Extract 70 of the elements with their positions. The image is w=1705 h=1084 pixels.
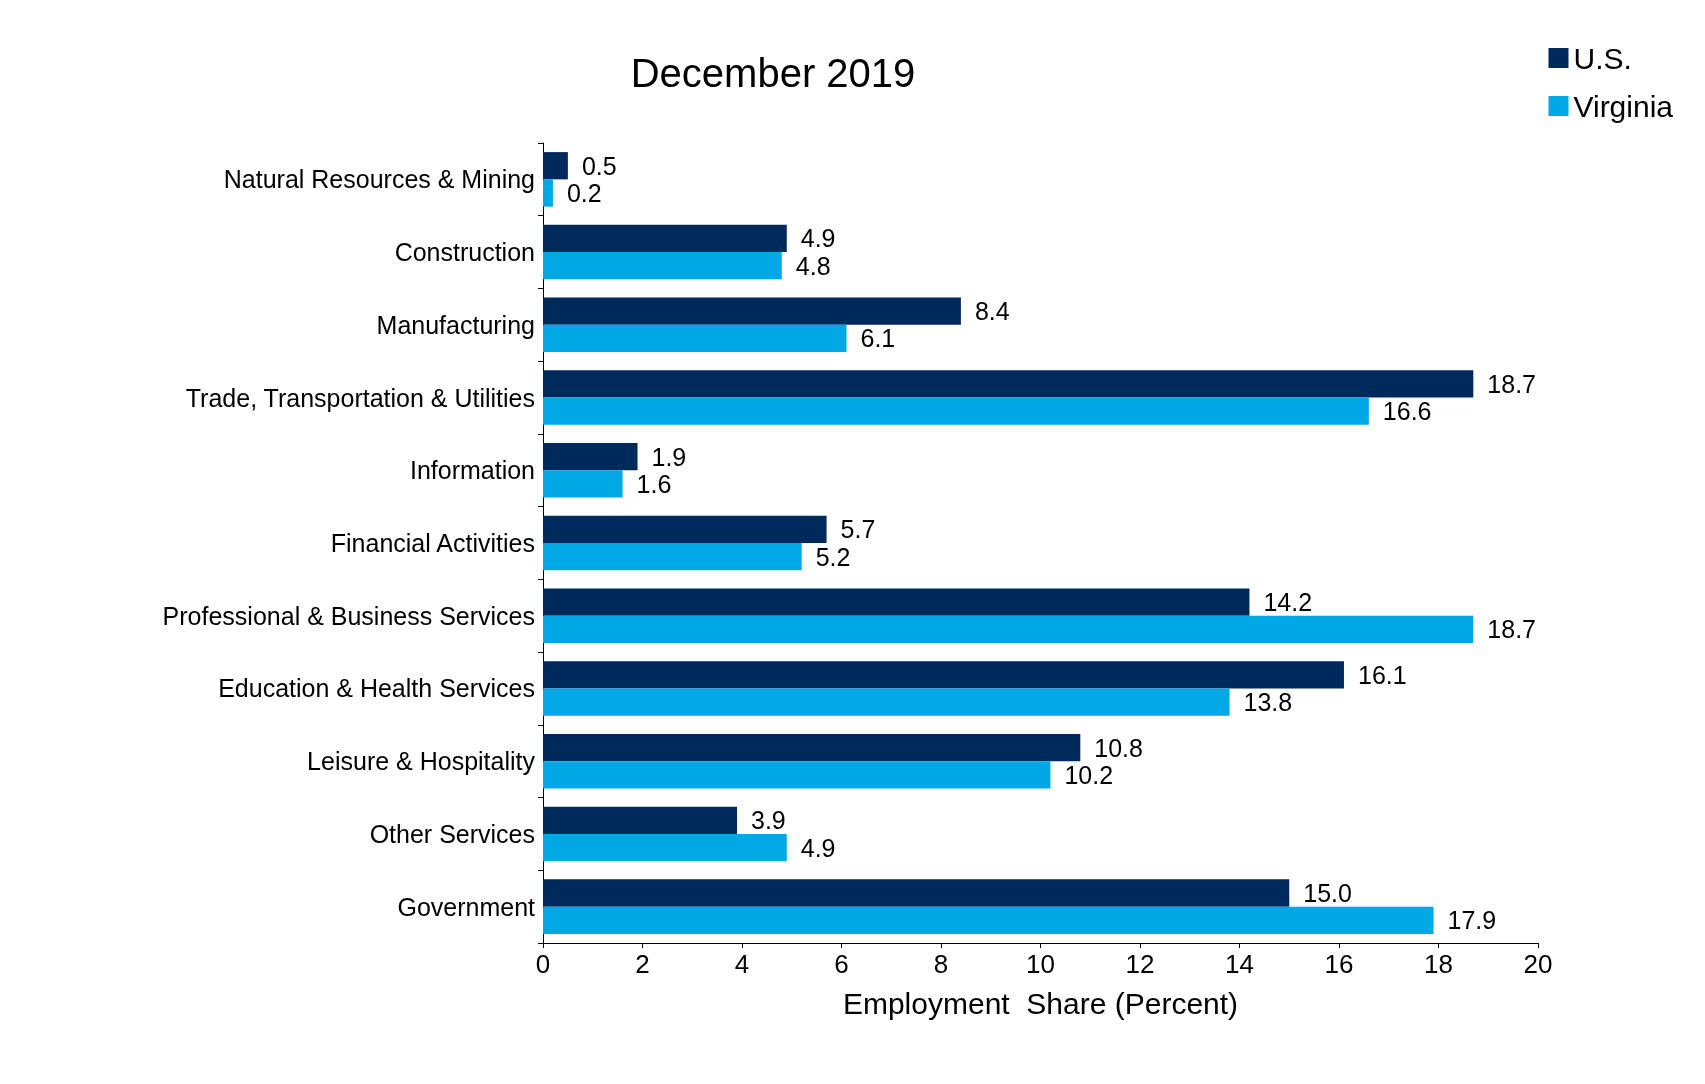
bar [543,297,961,325]
bar [543,152,568,180]
y-tick-label: Other Services [369,819,535,848]
y-tick-label: Leisure & Hospitality [307,747,536,776]
x-tick-label: 4 [734,949,750,979]
bar [543,879,1290,907]
x-tick-label: 2 [635,949,650,979]
x-tick-label: 20 [1523,949,1553,979]
data-label: 16.6 [1382,397,1432,426]
y-tick-label: Manufacturing [376,310,535,339]
x-tick-label: 6 [834,949,849,979]
data-label: 0.2 [566,179,602,207]
bar [543,806,738,834]
y-tick-label: Information [409,456,535,485]
bar [543,615,1474,643]
x-axis-title: Employment Share (Percent) [842,986,1239,1020]
data-label: 4.8 [795,251,831,280]
bar [543,688,1230,716]
data-label: 5.2 [815,542,851,571]
y-tick-label: Financial Activities [330,529,535,557]
data-label: 18.7 [1487,369,1536,398]
data-label: 3.9 [751,806,786,835]
bar [543,470,623,498]
data-label: 16.1 [1357,660,1407,689]
data-label: 5.7 [840,515,876,544]
legend-label: U.S. [1573,41,1632,75]
x-tick-label: 18 [1424,949,1453,979]
data-label: 6.1 [860,324,896,353]
chart-title: December 2019 [630,51,916,95]
bar [543,252,782,280]
data-label: 15.0 [1303,879,1352,907]
bar [543,179,553,207]
x-tick-label: 16 [1324,949,1354,979]
bar [543,370,1474,398]
y-tick-label: Professional & Business Services [162,601,535,630]
bar [543,324,847,353]
data-label: 13.8 [1243,688,1293,717]
x-tick-label: 0 [535,949,551,979]
data-label: 4.9 [800,224,836,253]
y-tick-label: Natural Resources & Mining [223,165,535,194]
bar [543,733,1081,762]
data-label: 14.2 [1263,588,1313,617]
y-tick-label: Construction [394,238,535,267]
data-label: 1.6 [636,469,672,498]
legend-label: Virginia [1573,89,1674,123]
data-label: 17.9 [1447,906,1497,935]
data-label: 1.9 [651,442,687,471]
bar [543,833,787,862]
data-label: 18.7 [1487,615,1536,644]
bar [543,543,802,571]
bar [543,661,1344,689]
x-tick-label: 10 [1026,949,1055,979]
y-tick-label: Education & Health Services [218,674,535,703]
x-tick-label: 8 [933,949,949,979]
data-label: 4.9 [800,833,836,862]
data-label: 10.8 [1094,733,1143,762]
bar [543,515,827,543]
y-tick-label: Trade, Transportation & Utilities [185,383,535,412]
bar [543,443,638,471]
data-label: 0.5 [581,151,617,180]
y-tick-label: Government [397,892,536,921]
bar [543,224,787,253]
data-label: 10.2 [1064,760,1114,789]
data-label: 8.4 [974,297,1010,326]
x-tick-label: 12 [1125,949,1155,979]
x-tick-label: 14 [1225,949,1254,979]
bar [543,397,1369,425]
bar [543,761,1051,789]
bar [543,588,1250,616]
bar [543,906,1434,934]
